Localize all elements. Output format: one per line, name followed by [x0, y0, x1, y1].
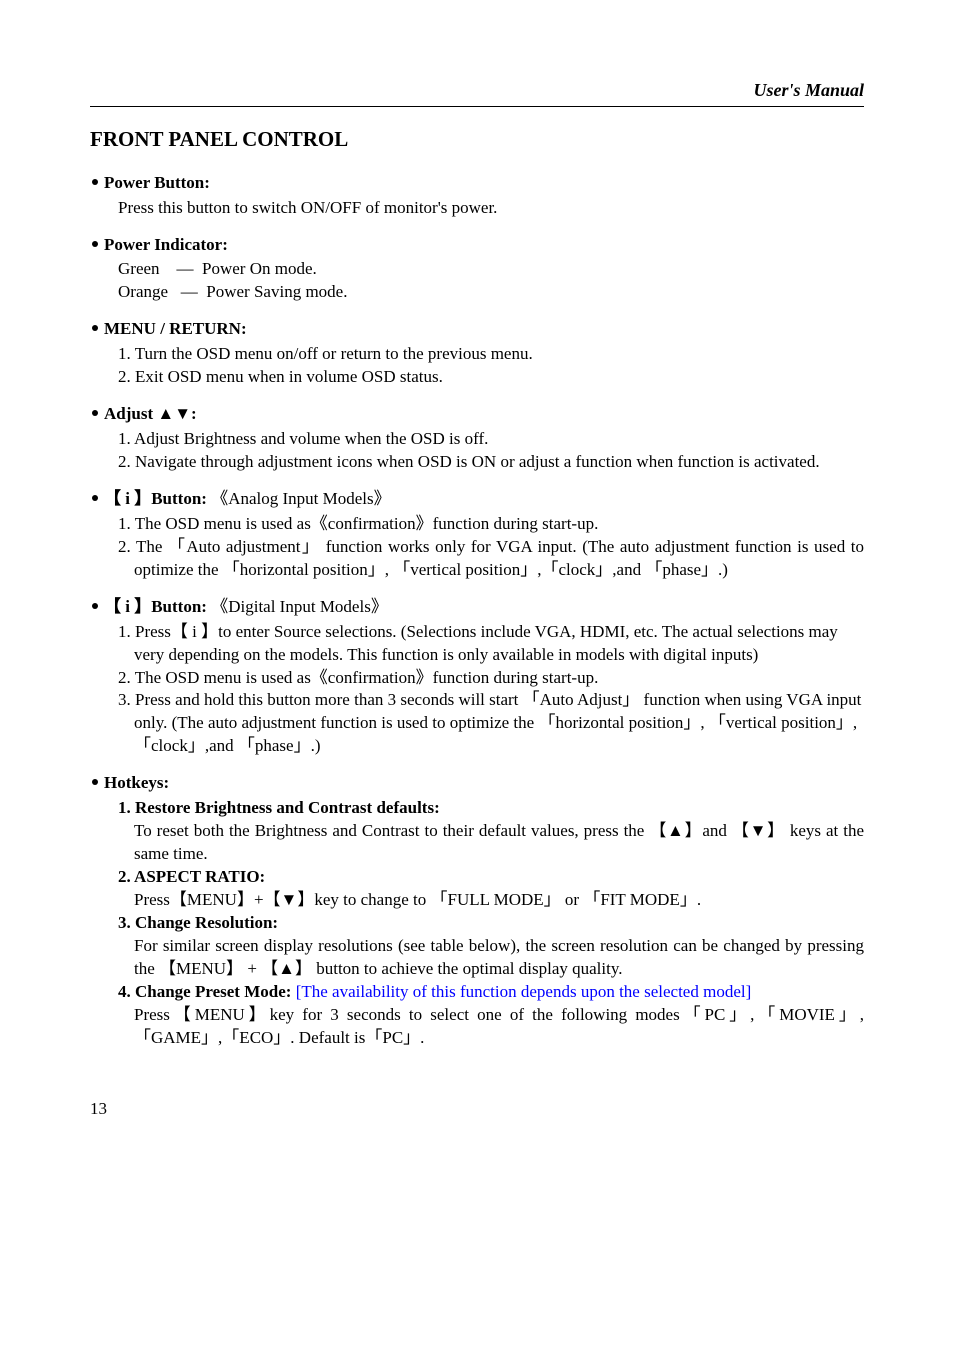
hotkey4-heading-note: [The availability of this function depen…	[296, 982, 752, 1001]
hotkeys-heading: Hotkeys:	[90, 772, 864, 795]
main-heading: FRONT PANEL CONTROL	[90, 125, 864, 153]
adjust-head-text: Adjust ▲▼:	[104, 404, 197, 423]
hotkey4-body: Press【MENU】key for 3 seconds to select o…	[134, 1004, 864, 1050]
hotkey1-heading: 1. Restore Brightness and Contrast defau…	[118, 797, 864, 820]
hotkey2-heading: 2. ASPECT RATIO:	[118, 866, 864, 889]
power-indicator-line1: Green — Power On mode.	[118, 258, 864, 281]
i-analog-line1: 1. The OSD menu is used as《confirmation》…	[134, 513, 864, 536]
bullet-icon	[92, 410, 98, 416]
hotkey1-body: To reset both the Brightness and Contras…	[134, 820, 864, 866]
adjust-line1: 1. Adjust Brightness and volume when the…	[134, 428, 864, 451]
adjust-heading: Adjust ▲▼:	[90, 403, 864, 426]
section-menu-return: MENU / RETURN: 1. Turn the OSD menu on/o…	[90, 318, 864, 389]
power-indicator-heading: Power Indicator:	[90, 234, 864, 257]
i-analog-head-post: 《Analog Input Models》	[211, 489, 390, 508]
hotkey3-heading: 3. Change Resolution:	[118, 912, 864, 935]
i-digital-line1: 1. Press【 i 】to enter Source selections.…	[134, 621, 864, 667]
adjust-line2: 2. Navigate through adjustment icons whe…	[134, 451, 864, 474]
hotkey2-body: Press【MENU】+【▼】key to change to 「FULL MO…	[134, 889, 864, 912]
hotkey3-body: For similar screen display resolutions (…	[134, 935, 864, 981]
i-digital-line2: 2. The OSD menu is used as《confirmation》…	[134, 667, 864, 690]
header-rule	[90, 106, 864, 107]
menu-return-heading: MENU / RETURN:	[90, 318, 864, 341]
section-power-button: Power Button: Press this button to switc…	[90, 172, 864, 220]
hotkeys-head-text: Hotkeys:	[104, 773, 169, 792]
i-analog-heading: 【 i 】Button: 《Analog Input Models》	[90, 488, 864, 511]
section-adjust: Adjust ▲▼: 1. Adjust Brightness and volu…	[90, 403, 864, 474]
menu-return-line1: 1. Turn the OSD menu on/off or return to…	[134, 343, 864, 366]
power-button-heading: Power Button:	[90, 172, 864, 195]
hotkey4-heading-text: 4. Change Preset Mode:	[118, 982, 296, 1001]
power-indicator-line2: Orange — Power Saving mode.	[118, 281, 864, 304]
power-button-body: Press this button to switch ON/OFF of mo…	[118, 197, 864, 220]
i-digital-head-post: 《Digital Input Models》	[211, 597, 388, 616]
bullet-icon	[92, 603, 98, 609]
section-power-indicator: Power Indicator: Green — Power On mode. …	[90, 234, 864, 305]
page-number: 13	[90, 1098, 864, 1121]
section-i-button-digital: 【 i 】Button: 《Digital Input Models》 1. P…	[90, 596, 864, 759]
menu-return-head-text: MENU / RETURN:	[104, 319, 247, 338]
power-button-head-text: Power Button:	[104, 173, 210, 192]
i-digital-line3: 3. Press and hold this button more than …	[134, 689, 864, 758]
bullet-icon	[92, 325, 98, 331]
hotkey4-heading: 4. Change Preset Mode: [The availability…	[118, 981, 864, 1004]
bullet-icon	[92, 241, 98, 247]
power-indicator-head-text: Power Indicator:	[104, 235, 228, 254]
bullet-icon	[92, 495, 98, 501]
i-analog-head-pre: 【 i 】Button:	[104, 489, 207, 508]
i-digital-heading: 【 i 】Button: 《Digital Input Models》	[90, 596, 864, 619]
menu-return-line2: 2. Exit OSD menu when in volume OSD stat…	[134, 366, 864, 389]
i-digital-head-pre: 【 i 】Button:	[104, 597, 207, 616]
bullet-icon	[92, 779, 98, 785]
bullet-icon	[92, 179, 98, 185]
i-analog-line2: 2. The 「Auto adjustment」 function works …	[134, 536, 864, 582]
section-hotkeys: Hotkeys: 1. Restore Brightness and Contr…	[90, 772, 864, 1049]
page-header-right: User's Manual	[90, 78, 864, 102]
section-i-button-analog: 【 i 】Button: 《Analog Input Models》 1. Th…	[90, 488, 864, 582]
